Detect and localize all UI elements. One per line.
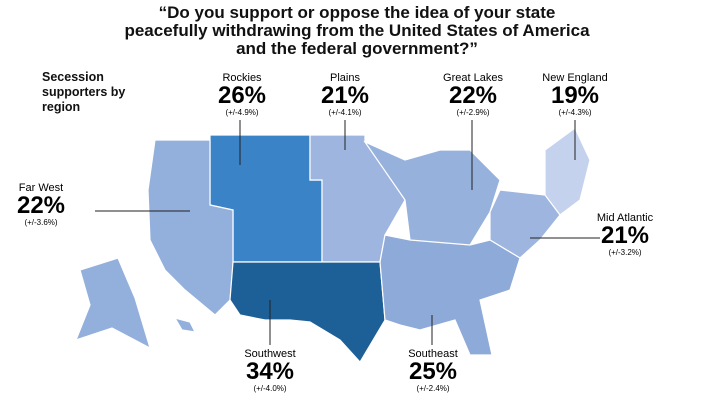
region-shape: [544, 127, 591, 216]
region-value: 34%: [245, 358, 295, 385]
region-shape: [147, 139, 234, 316]
regions: [74, 127, 591, 364]
region-value: 22%: [448, 82, 498, 109]
region-label: Plains 21% (+/-4.1%): [290, 72, 400, 117]
region-value: 19%: [550, 82, 600, 109]
region-label: New England 19% (+/-4.3%): [520, 72, 630, 117]
region-value: 25%: [408, 358, 458, 385]
region-value: 21%: [320, 82, 370, 109]
region-margin: (+/-4.1%): [328, 108, 362, 117]
region-shape: [173, 317, 197, 333]
region-name: Mid Atlantic: [596, 212, 654, 224]
region-value: 26%: [217, 82, 267, 109]
region-margin: (+/-4.0%): [253, 384, 287, 393]
region-label: Mid Atlantic 21% (+/-3.2%): [570, 212, 680, 257]
region-label: Southwest 34% (+/-4.0%): [215, 348, 325, 393]
legend-label: Secession supporters by region: [42, 70, 126, 114]
region-margin: (+/-4.3%): [558, 108, 592, 117]
region-name: Great Lakes: [443, 72, 503, 84]
region-label: Rockies 26% (+/-4.9%): [187, 72, 297, 117]
region-label: Great Lakes 22% (+/-2.9%): [418, 72, 528, 117]
region-name: Southwest: [244, 348, 296, 360]
region-name: Rockies: [222, 72, 262, 84]
region-value: 21%: [600, 222, 650, 249]
region-margin: (+/-3.6%): [24, 218, 58, 227]
region-margin: (+/-3.2%): [608, 248, 642, 257]
region-label: Southeast 25% (+/-2.4%): [378, 348, 488, 393]
region-name: New England: [542, 72, 608, 84]
region-margin: (+/-2.9%): [456, 108, 490, 117]
title: “Do you support or oppose the idea of yo…: [124, 3, 590, 58]
region-shape: [379, 234, 521, 356]
leader-lines: [95, 120, 600, 345]
region-shape: [229, 261, 386, 364]
region-name: Southeast: [408, 348, 458, 360]
region-label: Far West 22% (+/-3.6%): [0, 182, 96, 227]
region-margin: (+/-2.4%): [416, 384, 450, 393]
region-name: Plains: [330, 72, 360, 84]
region-name: Far West: [18, 182, 64, 194]
region-margin: (+/-4.9%): [225, 108, 259, 117]
region-shape: [74, 257, 151, 350]
region-value: 22%: [16, 192, 66, 219]
